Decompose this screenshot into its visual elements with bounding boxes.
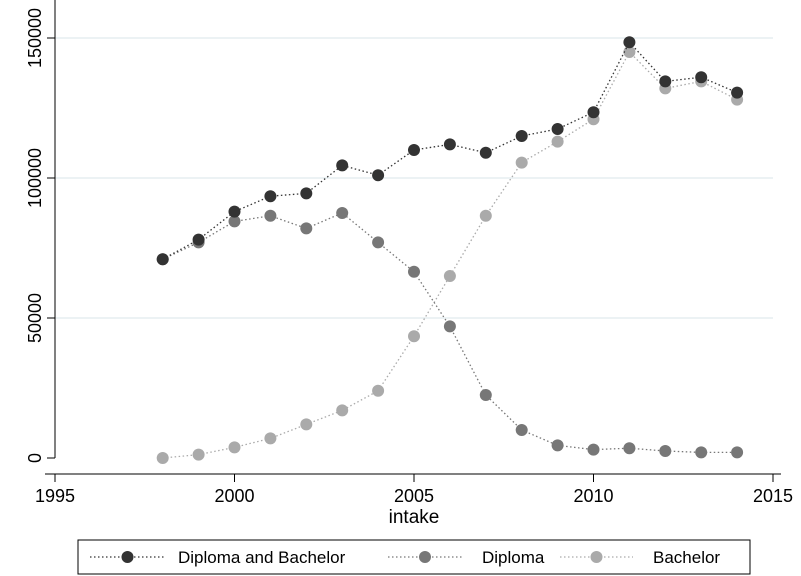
data-point — [192, 233, 205, 246]
data-point — [515, 130, 528, 142]
data-point — [551, 439, 564, 452]
data-point — [443, 138, 456, 151]
data-point — [408, 144, 420, 156]
axes — [45, 0, 781, 482]
y-tick-label: 0 — [25, 453, 45, 463]
legend-item: Diploma — [388, 548, 545, 567]
data-point — [623, 36, 636, 49]
data-point — [336, 159, 349, 172]
y-tick-label: 150000 — [25, 8, 45, 68]
data-point — [264, 432, 277, 445]
legend-item: Diploma and Bachelor — [90, 548, 346, 567]
data-point — [300, 187, 313, 200]
series-layer — [156, 36, 744, 464]
x-tick-label: 2010 — [573, 486, 613, 506]
x-axis-title: intake — [389, 507, 440, 528]
y-tick-label: 50000 — [25, 293, 45, 343]
data-point — [659, 75, 672, 88]
data-point — [731, 86, 744, 99]
data-point — [228, 441, 241, 454]
data-point — [372, 236, 385, 249]
data-point — [515, 156, 528, 169]
legend-item: Bachelor — [560, 548, 720, 567]
x-tick-label: 2015 — [753, 486, 793, 506]
data-point — [551, 135, 564, 148]
tick-labels: 0 50000 100000 150000 1995 2000 2005 2010 2015 — [25, 8, 793, 506]
legend: Diploma and Bachelor Diploma Bachelor — [77, 539, 751, 575]
data-point — [731, 446, 744, 459]
series-diploma — [156, 207, 744, 459]
data-point — [336, 404, 349, 417]
data-point — [515, 424, 528, 436]
data-point — [408, 330, 420, 343]
data-point — [479, 146, 492, 159]
data-point — [443, 270, 456, 282]
series-line — [162, 212, 738, 454]
x-tick-label: 1995 — [35, 486, 75, 506]
series-bachelor — [156, 46, 744, 464]
data-point — [300, 418, 313, 431]
data-point — [587, 443, 600, 456]
legend-label: Bachelor — [653, 548, 720, 567]
data-point — [372, 384, 385, 397]
series-diploma-and-bachelor — [156, 36, 744, 266]
data-point — [228, 215, 241, 228]
legend-label: Diploma — [482, 548, 545, 567]
data-point — [659, 445, 672, 457]
x-tick-label: 2000 — [214, 486, 254, 506]
x-tick-label: 2005 — [394, 486, 434, 506]
data-point — [300, 222, 313, 235]
data-point — [264, 190, 277, 203]
data-point — [695, 446, 708, 459]
data-point — [443, 320, 456, 333]
data-point — [264, 209, 277, 222]
data-point — [336, 207, 349, 219]
data-point — [551, 123, 564, 135]
legend-box — [77, 539, 751, 575]
data-point — [228, 205, 241, 218]
data-point — [695, 71, 708, 84]
y-tick-label: 100000 — [25, 148, 45, 208]
data-point — [156, 253, 169, 266]
gridlines — [55, 37, 773, 319]
legend-marker — [590, 551, 603, 563]
data-point — [623, 442, 636, 455]
data-point — [587, 106, 600, 119]
data-point — [479, 209, 492, 222]
data-point — [372, 169, 385, 182]
data-point — [408, 265, 420, 278]
series-line — [162, 50, 738, 459]
data-point — [192, 448, 205, 461]
legend-marker — [121, 551, 134, 563]
legend-label: Diploma and Bachelor — [178, 548, 346, 567]
data-point — [156, 452, 169, 464]
legend-marker — [419, 551, 431, 563]
data-point — [479, 389, 492, 401]
